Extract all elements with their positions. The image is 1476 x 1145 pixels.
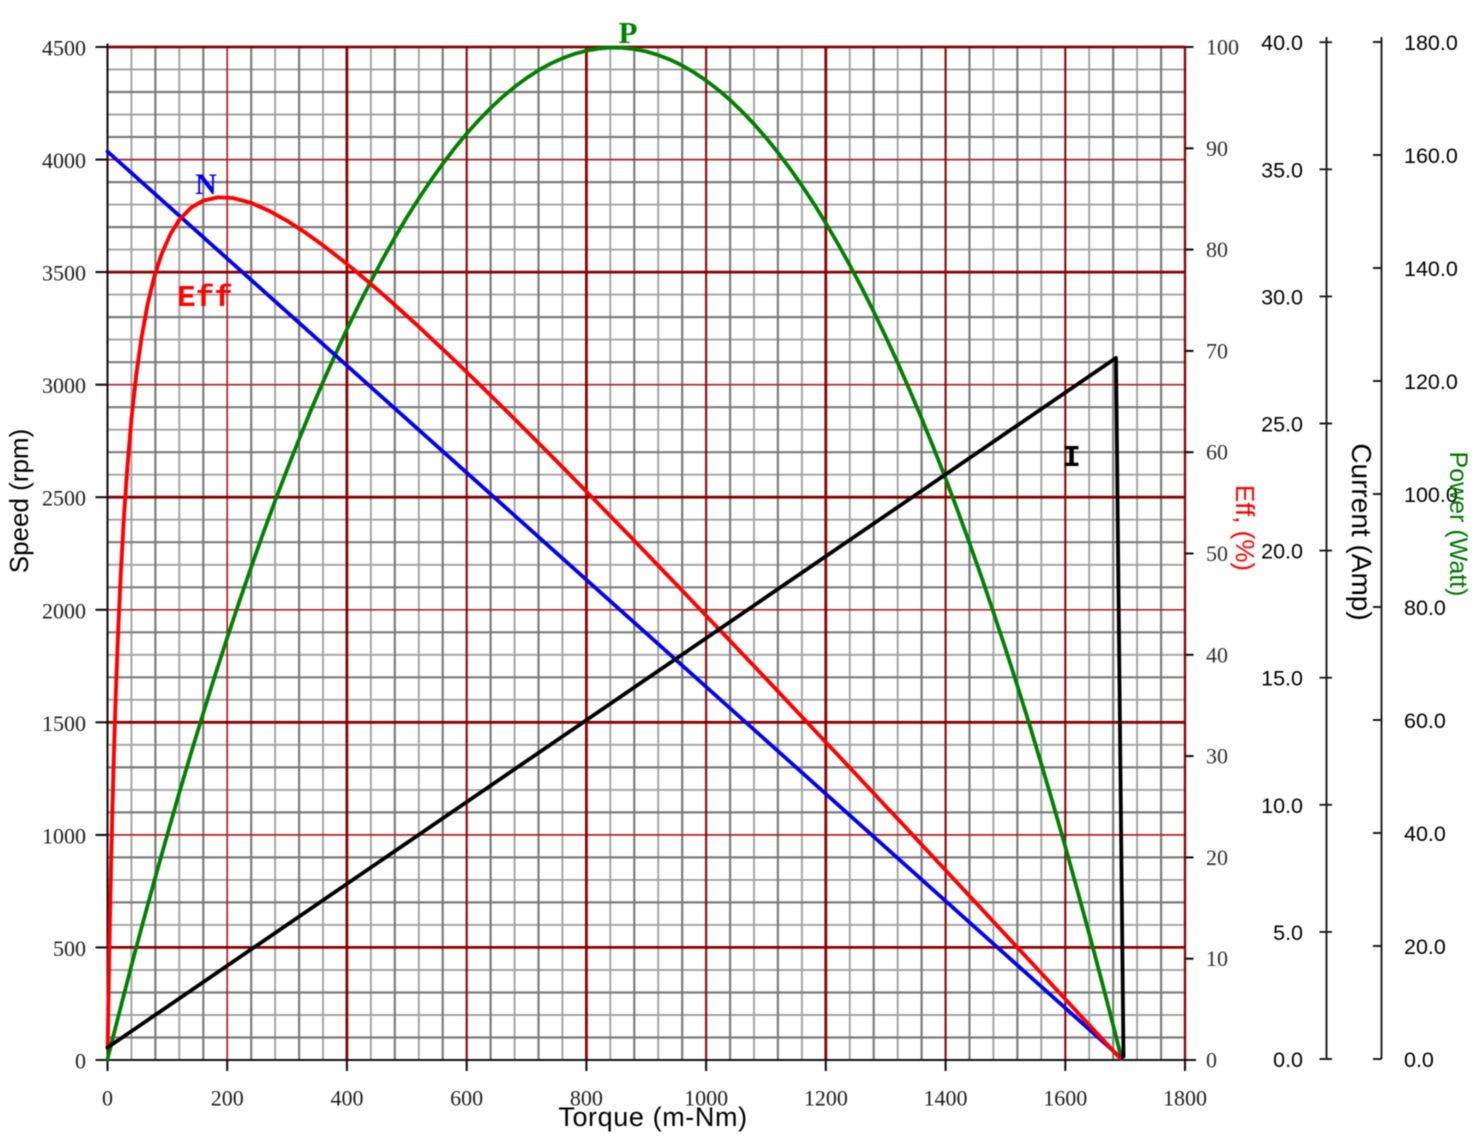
svg-text:3500: 3500: [42, 261, 86, 286]
svg-text:2500: 2500: [42, 486, 86, 511]
svg-text:60.0: 60.0: [1404, 709, 1446, 733]
svg-text:P: P: [619, 15, 638, 50]
svg-text:Current (Amp): Current (Amp): [1346, 443, 1377, 620]
svg-text:0: 0: [75, 1049, 86, 1074]
svg-text:10.0: 10.0: [1261, 794, 1303, 818]
svg-text:1800: 1800: [1163, 1086, 1207, 1111]
svg-text:100.0: 100.0: [1404, 483, 1458, 507]
svg-text:25.0: 25.0: [1261, 413, 1303, 437]
svg-text:0.0: 0.0: [1273, 1048, 1303, 1072]
svg-text:0: 0: [102, 1086, 113, 1111]
svg-text:50: 50: [1206, 541, 1228, 566]
svg-text:Speed (rpm): Speed (rpm): [4, 429, 34, 574]
svg-text:10: 10: [1206, 946, 1228, 971]
svg-text:200: 200: [211, 1086, 244, 1111]
svg-text:20.0: 20.0: [1404, 935, 1446, 959]
svg-text:1600: 1600: [1043, 1086, 1087, 1111]
svg-text:20.0: 20.0: [1261, 540, 1303, 564]
svg-text:5.0: 5.0: [1273, 921, 1303, 945]
svg-text:60: 60: [1206, 440, 1228, 465]
svg-text:Power (Watt): Power (Watt): [1444, 452, 1472, 597]
svg-text:0.0: 0.0: [1404, 1048, 1434, 1072]
svg-text:30.0: 30.0: [1261, 285, 1303, 309]
svg-text:4500: 4500: [42, 36, 86, 61]
svg-text:2000: 2000: [42, 598, 86, 623]
svg-text:1000: 1000: [684, 1086, 728, 1111]
svg-text:N: N: [195, 168, 217, 201]
svg-text:80.0: 80.0: [1404, 596, 1446, 620]
svg-text:160.0: 160.0: [1404, 144, 1458, 168]
svg-text:30: 30: [1206, 744, 1228, 769]
svg-text:140.0: 140.0: [1404, 257, 1458, 281]
svg-text:1500: 1500: [42, 711, 86, 736]
svg-text:35.0: 35.0: [1261, 158, 1303, 182]
svg-text:Torque (m-Nm): Torque (m-Nm): [558, 1102, 747, 1132]
svg-text:70: 70: [1206, 338, 1228, 363]
svg-text:500: 500: [53, 936, 86, 961]
svg-text:800: 800: [570, 1086, 603, 1111]
svg-text:20: 20: [1206, 845, 1228, 870]
svg-text:1200: 1200: [804, 1086, 848, 1111]
svg-text:400: 400: [330, 1086, 363, 1111]
svg-text:Eff, (%): Eff, (%): [1230, 485, 1260, 571]
svg-text:0: 0: [1206, 1048, 1217, 1073]
svg-text:80: 80: [1206, 237, 1228, 262]
svg-text:40: 40: [1206, 642, 1228, 667]
svg-text:4000: 4000: [42, 148, 86, 173]
svg-text:180.0: 180.0: [1404, 31, 1458, 55]
svg-text:40.0: 40.0: [1261, 31, 1303, 55]
svg-text:15.0: 15.0: [1261, 667, 1303, 691]
svg-text:40.0: 40.0: [1404, 822, 1446, 846]
svg-text:90: 90: [1206, 136, 1228, 161]
svg-text:Eff: Eff: [177, 281, 233, 316]
svg-text:1400: 1400: [924, 1086, 968, 1111]
svg-text:I: I: [1062, 441, 1081, 476]
svg-text:1000: 1000: [42, 823, 86, 848]
svg-text:100: 100: [1206, 35, 1239, 60]
svg-text:120.0: 120.0: [1404, 370, 1458, 394]
svg-text:600: 600: [450, 1086, 483, 1111]
svg-text:3000: 3000: [42, 373, 86, 398]
